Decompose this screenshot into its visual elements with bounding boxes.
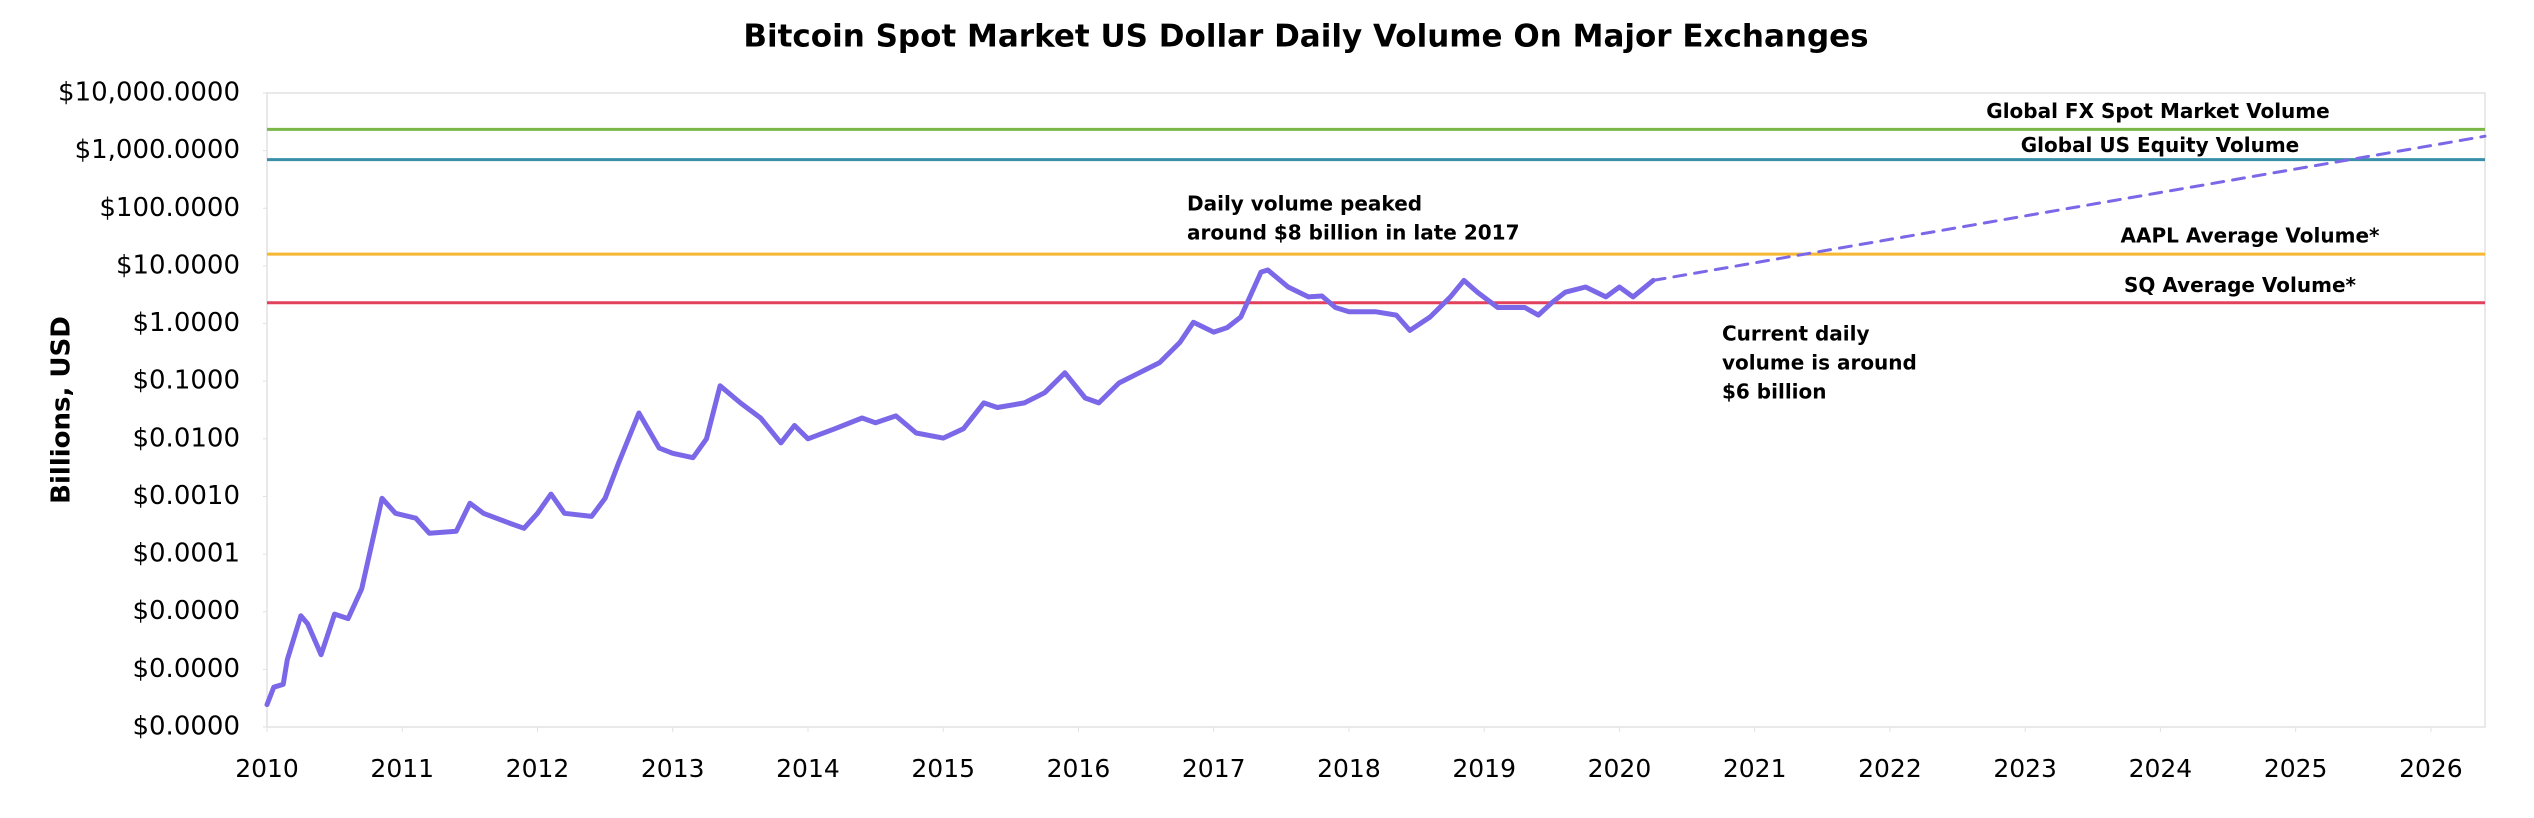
x-tick-label: 2019 [1452, 754, 1516, 783]
x-tick-label: 2021 [1723, 754, 1787, 783]
y-tick-label: $0.1000 [132, 366, 240, 396]
y-tick-label: $10,000.0000 [58, 78, 240, 108]
x-tick-label: 2012 [506, 754, 570, 783]
x-tick-label: 2010 [235, 754, 299, 783]
x-tick-label: 2016 [1047, 754, 1111, 783]
x-tick-label: 2024 [2129, 754, 2193, 783]
y-tick-label: $0.0000 [132, 712, 240, 742]
x-tick-label: 2014 [776, 754, 840, 783]
annotation: around $8 billion in late 2017 [1187, 221, 1520, 245]
x-tick-label: 2017 [1182, 754, 1246, 783]
x-tick-label: 2022 [1858, 754, 1922, 783]
projection-line [1651, 134, 2487, 282]
y-tick-label: $0.0000 [132, 654, 240, 684]
plot-frame [266, 92, 2486, 728]
y-tick-label: $100.0000 [99, 193, 240, 223]
x-tick-label: 2020 [1588, 754, 1652, 783]
annotation: volume is around [1722, 351, 1917, 375]
x-tick-label: 2011 [370, 754, 434, 783]
reference-label: Global US Equity Volume [2021, 133, 2300, 157]
annotation: Daily volume peaked [1187, 192, 1422, 216]
y-tick-label: $1.0000 [132, 308, 240, 338]
y-tick-label: $0.0100 [132, 423, 240, 453]
reference-label: SQ Average Volume* [2124, 273, 2357, 297]
volume-line [264, 267, 1656, 708]
x-tick-label: 2026 [2399, 754, 2463, 783]
y-tick-label: $10.0000 [116, 250, 240, 280]
annotation: Current daily [1722, 322, 1870, 346]
y-tick-label: $0.0000 [132, 596, 240, 626]
y-tick-label: $0.0010 [132, 481, 240, 511]
reference-label: AAPL Average Volume* [2121, 224, 2381, 248]
x-tick-label: 2023 [1993, 754, 2057, 783]
y-axis-label: Billions, USD [47, 316, 77, 504]
x-tick-label: 2015 [911, 754, 975, 783]
y-tick-label: $1,000.0000 [75, 135, 240, 165]
x-tick-label: 2018 [1317, 754, 1381, 783]
annotation: $6 billion [1722, 380, 1827, 404]
y-tick-label: $0.0001 [132, 539, 240, 569]
x-tick-label: 2025 [2264, 754, 2328, 783]
reference-label: Global FX Spot Market Volume [1986, 99, 2329, 123]
x-tick-label: 2013 [641, 754, 705, 783]
chart-title: Bitcoin Spot Market US Dollar Daily Volu… [743, 19, 1868, 55]
